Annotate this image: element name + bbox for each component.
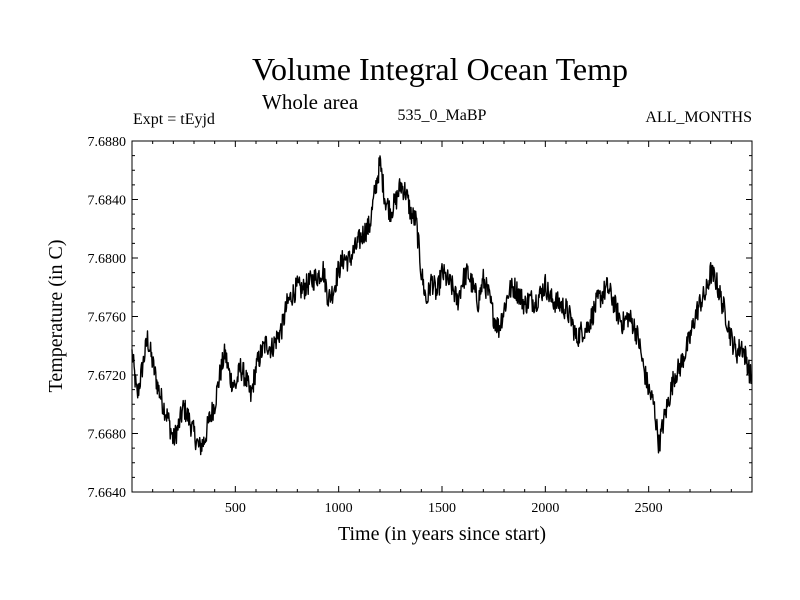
chart-title: Volume Integral Ocean Temp	[252, 51, 628, 87]
y-tick-label: 7.6880	[88, 135, 127, 150]
x-tick-label: 2500	[635, 501, 663, 516]
y-axis: 7.6640 7.6680 7.6720 7.6760 7.6800 7.6840 7.68…	[88, 135, 752, 501]
y-tick-label: 7.6680	[88, 428, 127, 443]
series-line	[131, 155, 753, 456]
x-tick-label: 2000	[531, 501, 559, 516]
experiment-label: Expt = tEyjd	[133, 111, 215, 128]
chart-subtitle: Whole area	[262, 90, 359, 114]
series-group	[131, 155, 753, 456]
x-tick-label: 1500	[428, 501, 456, 516]
months-label: ALL_MONTHS	[645, 109, 752, 126]
x-axis: 500 1000 1500 2000 2500	[152, 141, 732, 516]
period-label: 535_0_MaBP	[398, 107, 487, 124]
y-tick-label: 7.6640	[88, 486, 127, 501]
y-tick-label: 7.6760	[88, 311, 127, 326]
y-tick-label: 7.6800	[88, 252, 127, 267]
y-tick-label: 7.6840	[88, 194, 127, 209]
x-axis-label: Time (in years since start)	[338, 523, 546, 545]
x-tick-label: 1000	[325, 501, 353, 516]
y-tick-label: 7.6720	[88, 369, 127, 384]
x-tick-label: 500	[225, 501, 246, 516]
y-axis-label: Temperature (in C)	[45, 240, 67, 393]
